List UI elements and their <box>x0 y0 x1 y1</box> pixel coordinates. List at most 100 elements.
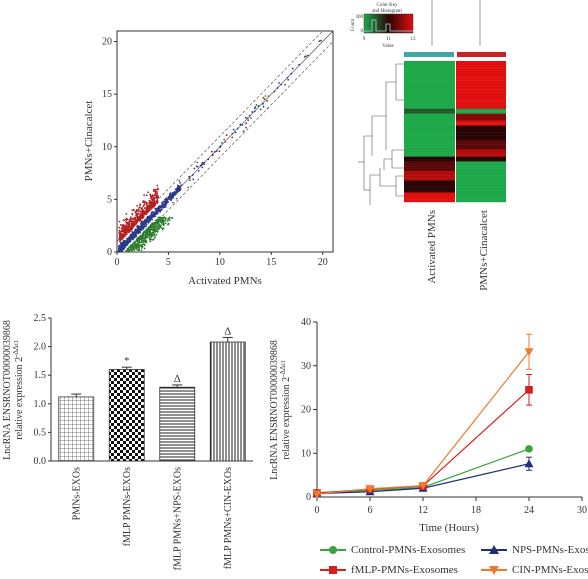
scatter-point-down <box>147 234 149 237</box>
scatter-point-down <box>147 229 149 232</box>
scatter-point-up <box>149 208 152 211</box>
scatter-point-outlier <box>225 134 228 136</box>
scatter-point-unchanged <box>158 206 161 209</box>
heatmap-cell <box>456 190 506 193</box>
heatmap-cell <box>456 104 506 107</box>
scatter-point-unchanged <box>161 203 164 206</box>
scatter-point-unchanged <box>241 124 244 126</box>
scatter-point-up <box>156 192 159 195</box>
heatmap-cell <box>456 106 506 109</box>
scatter-point-up <box>143 200 146 203</box>
scatter-point-unchanged <box>134 228 137 231</box>
color-key-tick-label: 9 <box>363 37 366 42</box>
scatter-point-unchanged <box>140 221 143 223</box>
scatter-point-up <box>128 230 131 233</box>
scatter-point-up <box>148 201 151 204</box>
legend-label-nps: NPS-PMNs-Exosomes <box>512 544 588 556</box>
scatter-point-down <box>149 240 152 243</box>
series-point <box>525 386 533 394</box>
scatter-point-down <box>135 240 138 243</box>
scatter-point-down <box>138 240 141 243</box>
scatter-point-up <box>145 194 148 197</box>
scatter-point-down <box>142 243 144 246</box>
bar <box>58 396 95 462</box>
scatter-point-up <box>156 184 159 187</box>
column-bar-activated <box>404 52 454 57</box>
scatter-point-up <box>124 233 127 236</box>
scatter-point-up <box>155 200 158 203</box>
color-key-title: Color Key <box>377 3 398 8</box>
heatmap-cell <box>456 142 506 145</box>
scatter-point-unchanged <box>276 87 279 89</box>
scatter-point-down <box>134 241 136 244</box>
scatter-point-down <box>141 234 144 237</box>
heatmap-cell <box>404 185 455 188</box>
scatter-point-unchanged <box>143 225 146 228</box>
line-y-tick-label: 10 <box>301 448 311 459</box>
heatmap-cell <box>404 192 455 196</box>
scatter-x-tick-label: 5 <box>166 257 171 268</box>
scatter-point-outlier <box>196 161 199 164</box>
scatter-point-down <box>162 216 165 219</box>
scatter-point-up <box>147 204 150 207</box>
legend-marker-fmlp <box>320 565 346 575</box>
scatter-point-down <box>138 239 141 242</box>
heatmap-cell <box>456 192 506 196</box>
scatter-point-down <box>138 249 141 251</box>
heatmap-cell <box>404 197 455 200</box>
bar-y-label-line1: LncRNA ENSRNOT00000039868 <box>2 320 13 460</box>
scatter-point-down <box>149 237 151 240</box>
scatter-point-unchanged <box>131 237 133 240</box>
heatmap-cell <box>404 173 455 176</box>
scatter-point-unchanged <box>140 226 143 228</box>
heatmap-cell <box>456 118 506 121</box>
scatter-x-tick-label: 20 <box>318 257 328 268</box>
legend-label-cin: CIN-PMNs-Exosomes <box>512 564 588 576</box>
line-x-tick-label: 12 <box>418 505 428 516</box>
scatter-point-unchanged <box>131 230 134 233</box>
series-point <box>418 482 428 491</box>
scatter-point-unchanged <box>156 210 159 213</box>
bar-y-label-line2: relative expression 2 <box>14 357 25 440</box>
heatmap-cell <box>404 144 455 148</box>
scatter-point-up <box>138 206 141 208</box>
heatmap-cell <box>456 182 506 186</box>
scatter-x-tick-label: 10 <box>215 257 225 268</box>
series-cin-pmns-exosomes <box>312 333 534 499</box>
scatter-point-unchanged <box>147 215 150 218</box>
scatter-frame <box>116 30 334 253</box>
scatter-x-ticks: 0 5 10 15 20 <box>115 252 328 268</box>
scatter-point-up <box>131 213 134 216</box>
scatter-point-up <box>143 213 146 216</box>
heatmap-cell <box>404 168 455 172</box>
scatter-x-label: Activated PMNs <box>188 275 262 287</box>
scatter-point-up <box>156 202 159 204</box>
heatmap-cell <box>404 175 455 179</box>
scatter-point-down <box>167 222 170 225</box>
scatter-point-down <box>141 239 143 242</box>
heatmap-cell <box>456 156 506 160</box>
heatmap-cell <box>404 156 455 160</box>
heatmap-cell <box>404 180 455 184</box>
scatter-point-down <box>159 219 162 222</box>
scatter-point-down <box>153 234 156 237</box>
legend-item-fmlp: fMLP-PMNs-Exosomes <box>320 564 458 576</box>
scatter-point-unchanged <box>150 217 153 220</box>
scatter-point-down <box>144 239 147 242</box>
scatter-point-unchanged <box>207 158 210 161</box>
scatter-point-unchanged <box>179 189 181 192</box>
scatter-point-unchanged <box>320 39 322 42</box>
scatter-point-unchanged <box>203 161 206 164</box>
color-key-count-max: 300 <box>356 15 364 20</box>
scatter-point-up <box>131 226 134 229</box>
scatter-point-down <box>134 244 136 247</box>
scatter-point-unchanged <box>129 234 132 237</box>
heatmap-cell <box>456 147 506 150</box>
scatter-point-outlier <box>211 154 214 157</box>
line-y-tick-label: 20 <box>301 405 311 416</box>
color-key-ticks: 9 11 13 <box>363 37 416 42</box>
line-x-ticks: 0 6 12 18 24 30 <box>315 497 587 516</box>
legend-circle-icon <box>329 546 337 554</box>
scatter-point-down <box>162 227 165 230</box>
scatter-y-tick-label: 5 <box>107 194 112 205</box>
